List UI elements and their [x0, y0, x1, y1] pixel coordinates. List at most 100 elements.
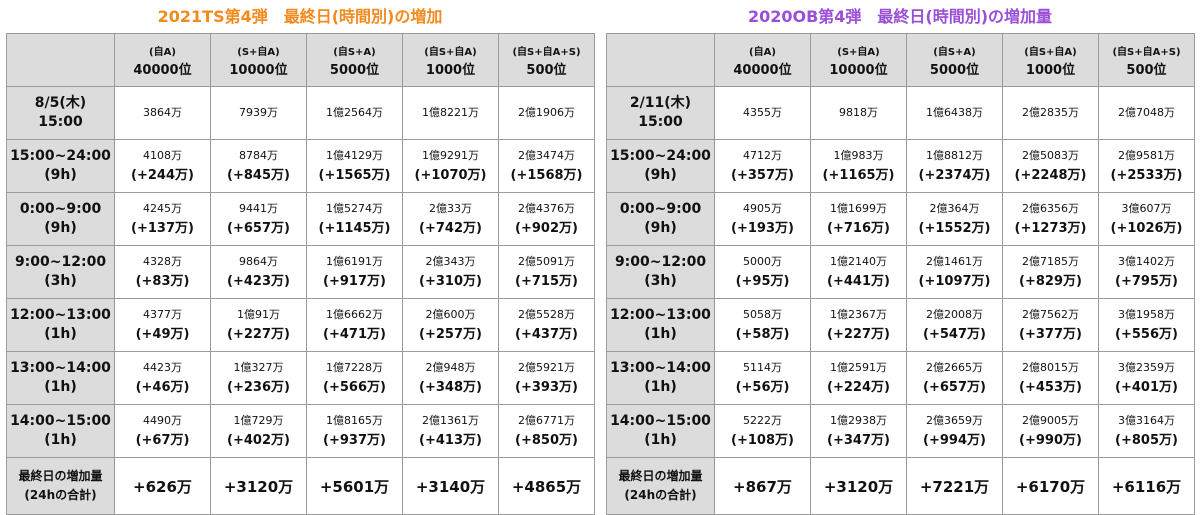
- column-header-sub: (S+自A): [237, 46, 280, 58]
- value-cell: 1億2367万 (+227万): [810, 298, 907, 352]
- row-label: 13:00~14:00 (1h): [606, 351, 715, 405]
- value-cell: 2億364万 (+1552万): [906, 192, 1003, 246]
- increase-amount: (+716万): [827, 221, 890, 236]
- column-header-rank: 40000位: [733, 62, 792, 78]
- row-label: 14:00~15:00 (1h): [606, 404, 715, 458]
- value-cell: 2億343万 (+310万): [402, 245, 499, 299]
- row-label: 12:00~13:00 (1h): [606, 298, 715, 352]
- increase-amount: (+1165万): [822, 168, 895, 183]
- cumulative-amount: 1億2140万: [830, 255, 887, 268]
- cumulative-amount: 1億729万: [233, 414, 284, 427]
- cumulative-amount: 1億9291万: [422, 149, 479, 162]
- row-label-line1: 13:00~14:00: [610, 360, 711, 376]
- column-header-sub: (自S+自A): [424, 46, 477, 58]
- value-cell: 2億5921万 (+393万): [498, 351, 595, 405]
- corner-cell: [6, 33, 115, 87]
- value-cell: 3億1958万 (+556万): [1098, 298, 1195, 352]
- cumulative-amount: 1億2591万: [830, 361, 887, 374]
- total-value: +5601万: [306, 457, 403, 515]
- row-label-line2: 15:00: [638, 114, 683, 130]
- value-cell: 1億729万 (+402万): [210, 404, 307, 458]
- increase-amount: (+556万): [1115, 327, 1178, 342]
- total-label-line1: 最終日の増加量: [618, 469, 703, 483]
- table-title: 2021TS第4弾 最終日(時間別)の増加: [157, 7, 443, 26]
- table-row: 12:00~13:00 (1h) 5058万 (+58万) 1億2367万 (+227万)…: [606, 298, 1195, 352]
- cumulative-amount: 2億948万: [425, 361, 476, 374]
- cumulative-amount: 2億9581万: [1118, 149, 1175, 162]
- cumulative-amount: 7939万: [239, 106, 278, 119]
- cumulative-amount: 1億6438万: [926, 106, 983, 119]
- column-header: (自S+自A) 1000位: [1002, 33, 1099, 87]
- increase-amount: (+937万): [323, 433, 386, 448]
- value-cell: 4905万 (+193万): [714, 192, 811, 246]
- row-label-line1: 2/11(木): [629, 95, 692, 111]
- column-header-rank: 1000位: [425, 62, 476, 78]
- cumulative-amount: 2億5091万: [518, 255, 575, 268]
- increase-amount: (+850万): [515, 433, 578, 448]
- row-label-line2: (1h): [44, 432, 77, 448]
- value-cell: 2億1906万: [498, 86, 595, 140]
- column-header-rank: 40000位: [133, 62, 192, 78]
- increase-amount: (+227万): [827, 327, 890, 342]
- value-cell: 1億6438万: [906, 86, 1003, 140]
- value-cell: 2億2665万 (+657万): [906, 351, 1003, 405]
- increase-amount: (+193万): [731, 221, 794, 236]
- header-row: (自A) 40000位 (S+自A) 10000位 (自S+A) 5000位 (自S+自A)…: [6, 33, 595, 87]
- value-cell: 3億607万 (+1026万): [1098, 192, 1195, 246]
- cumulative-amount: 4490万: [143, 414, 182, 427]
- cumulative-amount: 4328万: [143, 255, 182, 268]
- cumulative-amount: 5114万: [743, 361, 782, 374]
- row-label-line1: 12:00~13:00: [10, 307, 111, 323]
- increase-amount: (+58万): [735, 327, 790, 342]
- cumulative-amount: 4905万: [743, 202, 782, 215]
- total-value: +4865万: [498, 457, 595, 515]
- increase-amount: (+257万): [419, 327, 482, 342]
- value-cell: 1億6191万 (+917万): [306, 245, 403, 299]
- cumulative-amount: 4245万: [143, 202, 182, 215]
- cumulative-amount: 3億3164万: [1118, 414, 1175, 427]
- cumulative-amount: 2億5083万: [1022, 149, 1079, 162]
- increase-amount: (+1145万): [318, 221, 391, 236]
- value-cell: 2億5528万 (+437万): [498, 298, 595, 352]
- column-header-sub: (自A): [149, 46, 176, 58]
- cumulative-amount: 2億9005万: [1022, 414, 1079, 427]
- cumulative-amount: 3864万: [143, 106, 182, 119]
- column-header-rank: 500位: [1126, 62, 1167, 78]
- column-header-rank: 10000位: [229, 62, 288, 78]
- cumulative-amount: 9864万: [239, 255, 278, 268]
- increase-amount: (+1568万): [510, 168, 583, 183]
- row-label-line2: (1h): [644, 326, 677, 342]
- value-cell: 9818万: [810, 86, 907, 140]
- cumulative-amount: 1億327万: [233, 361, 284, 374]
- value-cell: 5222万 (+108万): [714, 404, 811, 458]
- value-cell: 2億1361万 (+413万): [402, 404, 499, 458]
- value-cell: 3億2359万 (+401万): [1098, 351, 1195, 405]
- value-cell: 1億2591万 (+224万): [810, 351, 907, 405]
- value-cell: 2億3474万 (+1568万): [498, 139, 595, 193]
- increase-amount: (+310万): [419, 274, 482, 289]
- table-row: 9:00~12:00 (3h) 5000万 (+95万) 1億2140万 (+441万) 2…: [606, 245, 1195, 299]
- cumulative-amount: 1億7228万: [326, 361, 383, 374]
- column-header-rank: 5000位: [929, 62, 980, 78]
- cumulative-amount: 2億2835万: [1022, 106, 1079, 119]
- table-row: 14:00~15:00 (1h) 4490万 (+67万) 1億729万 (+402万) 1…: [6, 404, 595, 458]
- value-cell: 2億33万 (+742万): [402, 192, 499, 246]
- value-cell: 3億3164万 (+805万): [1098, 404, 1195, 458]
- value-cell: 1億9291万 (+1070万): [402, 139, 499, 193]
- row-label: 15:00~24:00 (9h): [6, 139, 115, 193]
- increase-amount: (+377万): [1019, 327, 1082, 342]
- value-cell: 4328万 (+83万): [114, 245, 211, 299]
- table-row: 14:00~15:00 (1h) 5222万 (+108万) 1億2938万 (+347万…: [606, 404, 1195, 458]
- row-label-line2: (9h): [44, 167, 77, 183]
- total-value: +6170万: [1002, 457, 1099, 515]
- increase-amount: (+224万): [827, 380, 890, 395]
- value-cell: 1億5274万 (+1145万): [306, 192, 403, 246]
- cumulative-amount: 3億607万: [1121, 202, 1172, 215]
- increase-amount: (+108万): [731, 433, 794, 448]
- cumulative-amount: 2億5528万: [518, 308, 575, 321]
- increase-amount: (+393万): [515, 380, 578, 395]
- table-row: 2/11(木) 15:00 4355万 9818万 1億6438万 2億2835万 2億70…: [606, 86, 1195, 140]
- row-label-line1: 14:00~15:00: [10, 413, 111, 429]
- value-cell: 2億2008万 (+547万): [906, 298, 1003, 352]
- increase-amount: (+2248万): [1014, 168, 1087, 183]
